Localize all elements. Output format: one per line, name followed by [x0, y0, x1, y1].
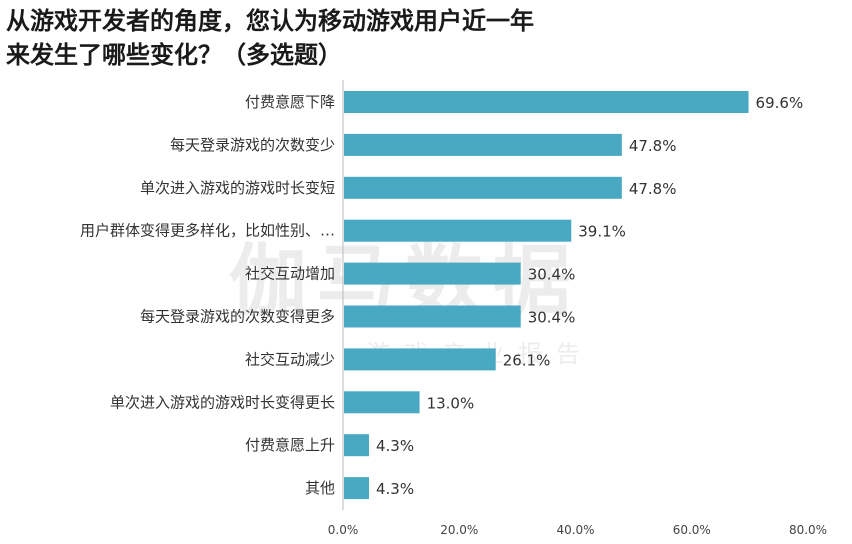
x-tick-label-0: 0.0%	[328, 523, 359, 537]
category-label-0: 付费意愿下降	[245, 93, 335, 111]
value-label-3: 39.1%	[578, 223, 626, 241]
bar-6	[344, 348, 496, 371]
chart-title-line-1: 从游戏开发者的角度，您认为移动游戏用户近一年	[6, 7, 534, 35]
category-label-6: 社交互动减少	[245, 350, 335, 368]
bar-0	[344, 91, 749, 113]
bar-4	[344, 262, 521, 285]
category-label-8: 付费意愿上升	[245, 436, 335, 454]
chart-title-line-2: 来发生了哪些变化？（多选题）	[6, 41, 342, 69]
x-tick-label-1: 20.0%	[440, 523, 478, 537]
category-label-4: 社交互动增加	[245, 265, 335, 283]
category-label-2: 单次进入游戏的游戏时长变短	[140, 179, 335, 197]
value-label-0: 69.6%	[756, 94, 804, 112]
value-label-4: 30.4%	[528, 266, 576, 284]
value-labels-group: 69.6% 47.8% 47.8% 39.1% 30.4% 30.4% 26.1% 13.0%…	[376, 94, 803, 498]
x-tick-label-2: 40.0%	[556, 523, 594, 537]
value-label-5: 30.4%	[528, 309, 576, 327]
value-label-1: 47.8%	[629, 137, 677, 155]
bar-7	[344, 391, 420, 414]
value-label-2: 47.8%	[629, 180, 677, 198]
category-label-1: 每天登录游戏的次数变少	[170, 136, 335, 154]
bar-3	[344, 219, 572, 242]
chart-title: 从游戏开发者的角度，您认为移动游戏用户近一年 来发生了哪些变化？（多选题）	[6, 4, 846, 72]
x-tick-labels-group: 0.0% 20.0% 40.0% 60.0% 80.0%	[328, 523, 827, 537]
x-tick-label-4: 80.0%	[789, 523, 827, 537]
bar-2	[344, 176, 622, 199]
watermark: 伽马数据 游戏产业报告	[229, 237, 580, 368]
category-label-5: 每天登录游戏的次数变得更多	[140, 308, 335, 326]
value-label-9: 4.3%	[376, 480, 414, 498]
category-labels-group: 付费意愿下降每天登录游戏的次数变少单次进入游戏的游戏时长变短用户群体变得更多样化…	[80, 93, 335, 497]
value-label-7: 13.0%	[427, 394, 475, 412]
category-label-3: 用户群体变得更多样化，比如性别、…	[80, 222, 335, 240]
category-label-9: 其他	[305, 479, 335, 497]
x-tick-label-3: 60.0%	[673, 523, 711, 537]
bar-1	[344, 133, 622, 156]
value-label-6: 26.1%	[503, 351, 551, 369]
bar-8	[344, 434, 369, 457]
bar-9	[344, 477, 369, 500]
bars-group	[344, 91, 749, 500]
category-label-7: 单次进入游戏的游戏时长变得更长	[110, 393, 335, 411]
bar-5	[344, 305, 521, 328]
value-label-8: 4.3%	[376, 437, 414, 455]
